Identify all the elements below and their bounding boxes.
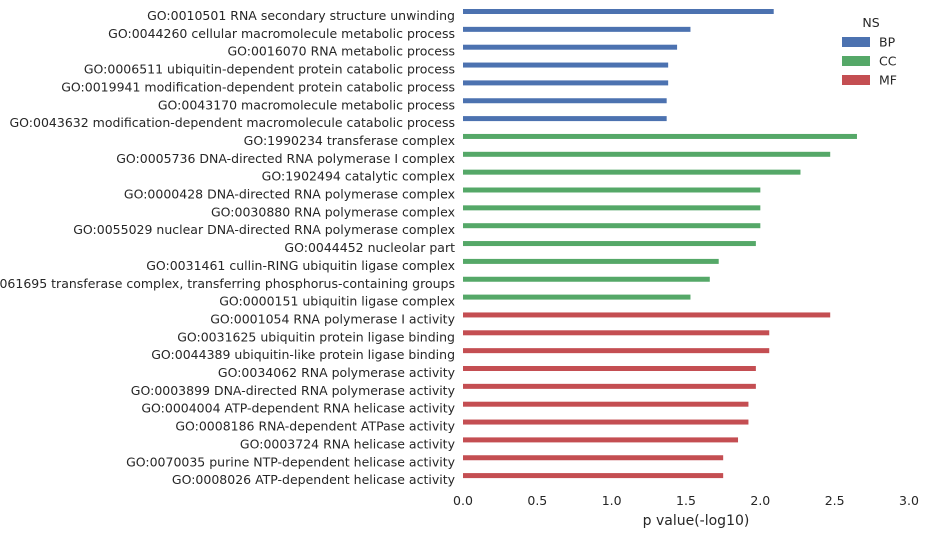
category-label: GO:1990234 transferase complex	[244, 133, 455, 148]
bar	[463, 366, 756, 371]
bar	[463, 276, 710, 282]
category-label: GO:0030880 RNA polymerase complex	[211, 204, 455, 219]
category-label: GO:0044260 cellular macromolecule metabo…	[108, 26, 455, 41]
bar	[463, 62, 669, 68]
x-tick-label: 1.0	[602, 493, 622, 508]
category-label: GO:0000151 ubiquitin ligase complex	[219, 294, 455, 309]
legend-swatch	[842, 56, 870, 66]
bar	[463, 312, 831, 318]
category-label: GO:0044452 nucleolar part	[284, 240, 455, 255]
legend: NS BP CC MF	[842, 15, 897, 88]
bar	[463, 241, 756, 247]
legend-label: CC	[879, 54, 897, 69]
bar	[463, 133, 857, 139]
category-label: GO:0005736 DNA-directed RNA polymerase I…	[116, 151, 455, 166]
x-tick-label: 2.5	[825, 493, 845, 508]
legend-label: MF	[879, 73, 897, 88]
category-label: GO:0031625 ubiquitin protein ligase bind…	[177, 329, 455, 344]
bar	[463, 187, 761, 193]
bar	[463, 205, 761, 211]
bars-group	[463, 9, 857, 479]
bar	[463, 26, 691, 32]
category-label: GO:0003724 RNA helicase activity	[240, 436, 456, 451]
bar	[463, 98, 667, 104]
x-axis-ticks: 0.0 0.5 1.0 1.5 2.0 2.5 3.0	[453, 493, 919, 508]
category-label: GO:0004004 ATP-dependent RNA helicase ac…	[141, 401, 455, 416]
bar	[463, 401, 749, 407]
bar	[463, 116, 667, 122]
x-tick-label: 0.0	[453, 493, 473, 508]
category-label: GO:0031461 cullin-RING ubiquitin ligase …	[146, 258, 455, 273]
x-tick-label: 3.0	[899, 493, 919, 508]
category-label: GO:0008026 ATP-dependent helicase activi…	[172, 472, 456, 487]
x-tick-label: 0.5	[527, 493, 547, 508]
category-label: GO:0034062 RNA polymerase activity	[218, 365, 456, 380]
bar	[463, 419, 749, 425]
legend-swatch	[842, 37, 870, 47]
bar	[463, 473, 724, 479]
category-label: GO:0055029 nuclear DNA-directed RNA poly…	[73, 222, 455, 237]
category-label: GO:0043170 macromolecule metabolic proce…	[158, 97, 455, 112]
bar	[463, 455, 724, 461]
bar	[463, 44, 678, 50]
bar	[463, 437, 739, 443]
bar	[463, 294, 691, 300]
bar	[463, 80, 669, 86]
legend-title: NS	[862, 15, 879, 30]
category-label: GO:0019941 modification-dependent protei…	[61, 79, 455, 94]
category-label: GO:0070035 purine NTP-dependent helicase…	[126, 454, 456, 469]
legend-label: BP	[879, 35, 896, 50]
legend-swatch	[842, 75, 870, 85]
category-label: GO:0000428 DNA-directed RNA polymerase c…	[124, 187, 455, 202]
category-label: GO:0043632 modification-dependent macrom…	[10, 115, 456, 130]
category-label: GO:0003899 DNA-directed RNA polymerase a…	[131, 383, 456, 398]
category-label: GO:0061695 transferase complex, transfer…	[0, 276, 455, 291]
bar	[463, 330, 770, 336]
x-axis-title: p value(-log10)	[643, 513, 750, 529]
bar	[463, 258, 719, 264]
x-tick-label: 1.5	[676, 493, 696, 508]
x-tick-label: 2.0	[750, 493, 770, 508]
category-label: GO:1902494 catalytic complex	[262, 169, 455, 184]
category-label: GO:0016070 RNA metabolic process	[227, 44, 455, 59]
bar	[463, 9, 774, 14]
category-label: GO:0006511 ubiquitin-dependent protein c…	[84, 62, 455, 77]
category-label: GO:0001054 RNA polymerase I activity	[210, 311, 455, 326]
bar	[463, 383, 756, 389]
category-label: GO:0008186 RNA-dependent ATPase activity	[175, 419, 455, 434]
bar	[463, 348, 770, 354]
bar	[463, 223, 761, 229]
category-labels: GO:0010501 RNA secondary structure unwin…	[0, 8, 456, 487]
bar	[463, 169, 801, 175]
bar	[463, 151, 831, 157]
category-label: GO:0010501 RNA secondary structure unwin…	[147, 8, 455, 23]
category-label: GO:0044389 ubiquitin-like protein ligase…	[151, 347, 455, 362]
